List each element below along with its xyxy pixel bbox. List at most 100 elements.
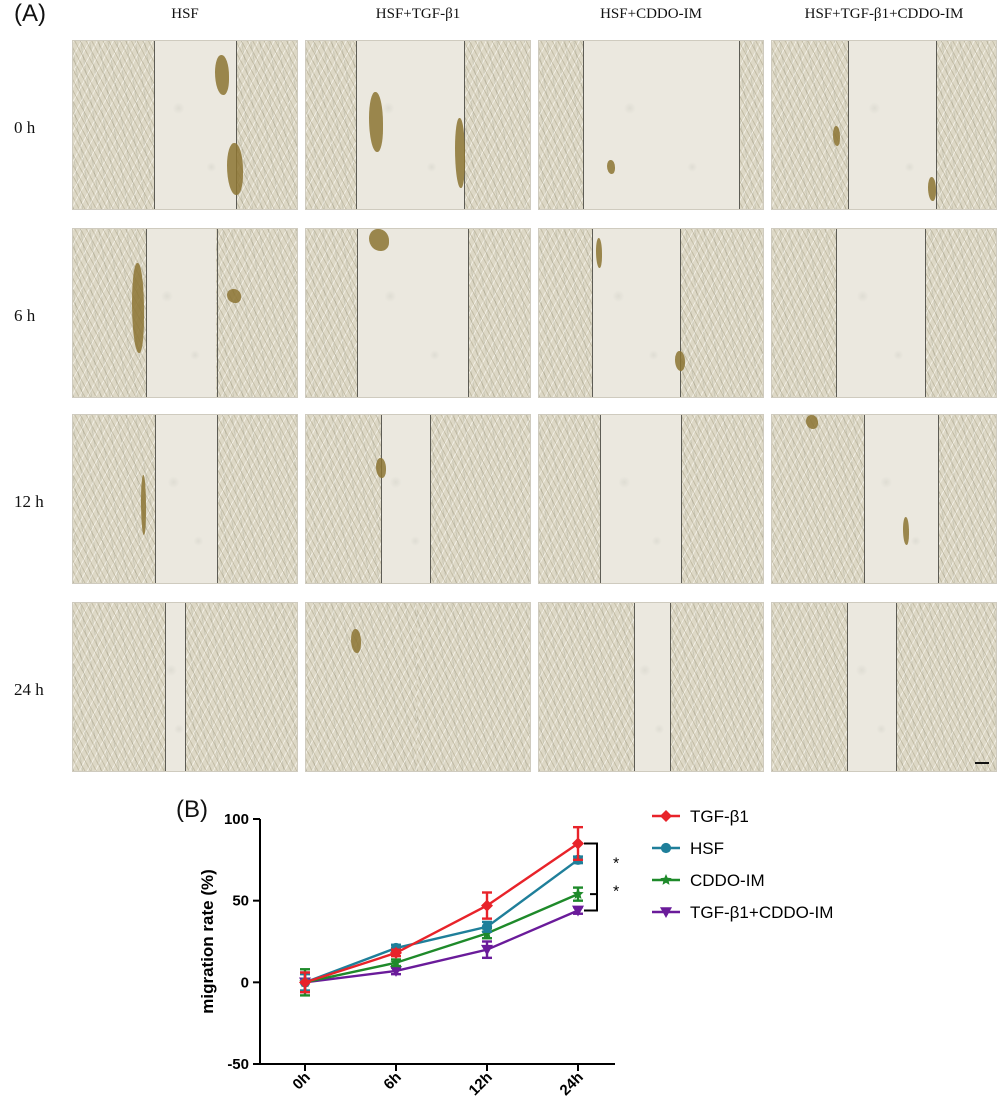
cell-layer-right xyxy=(922,229,996,397)
marker-circle xyxy=(481,921,493,932)
wound-edge-line xyxy=(146,229,148,397)
cell-layer-right xyxy=(465,229,530,397)
micrograph xyxy=(72,40,298,210)
cell-debris xyxy=(369,229,390,251)
wound-edge-line xyxy=(430,415,432,583)
wound-edge-line xyxy=(216,229,218,397)
cell-debris xyxy=(369,92,384,152)
y-tick-label: -50 xyxy=(227,1056,249,1073)
migration-rate-chart: -50 0 50 100 0h 6h 12h 24h migration rate (%) * * T… xyxy=(198,807,833,1099)
cell-layer-left xyxy=(772,41,848,209)
cell-layer-right xyxy=(417,603,530,771)
y-tick-label: 0 xyxy=(241,974,249,991)
cell-layer-left xyxy=(73,41,155,209)
wound-edge-line xyxy=(592,229,594,397)
series-line xyxy=(304,893,579,984)
scratch-gap xyxy=(146,229,217,397)
wound-edge-line xyxy=(154,41,156,209)
cell-debris xyxy=(226,143,243,195)
wound-edge-line xyxy=(164,603,166,771)
column-header: HSF+TGF-β1 xyxy=(375,6,461,22)
scratch-gap xyxy=(847,41,936,209)
micrograph xyxy=(771,40,997,210)
wound-edge-line xyxy=(938,415,940,583)
micrograph xyxy=(305,414,531,584)
wound-edge-line xyxy=(935,41,937,209)
wound-edge-line xyxy=(739,41,740,209)
row-header: 6 h xyxy=(14,306,36,325)
scratch-gap xyxy=(836,229,925,397)
micrograph xyxy=(72,228,298,398)
cell-layer-left xyxy=(539,603,634,771)
cell-debris xyxy=(226,288,241,303)
wound-edge-line xyxy=(467,229,469,397)
legend-label: TGF-β1+CDDO-IM xyxy=(690,903,833,922)
cell-layer-left xyxy=(539,415,601,583)
scratch-gap xyxy=(155,415,217,583)
marker-triangle-down xyxy=(660,907,672,918)
cell-debris xyxy=(351,628,362,653)
scratch-gap xyxy=(863,415,939,583)
x-tick-label: 12h xyxy=(466,1069,496,1099)
wound-edge-line xyxy=(680,229,682,397)
y-axis-label: migration rate (%) xyxy=(198,869,217,1014)
panel-b-label: (B) xyxy=(176,796,208,823)
cell-layer-left xyxy=(306,415,381,583)
wound-edge-line xyxy=(681,415,683,583)
marker-circle xyxy=(660,842,672,854)
marker-star xyxy=(572,888,584,899)
scratch-gap xyxy=(380,415,431,583)
significance-star: * xyxy=(613,856,619,873)
cell-debris xyxy=(903,517,910,545)
cell-layer-left xyxy=(772,603,847,771)
micrograph xyxy=(771,414,997,584)
x-tick-label: 6h xyxy=(380,1069,404,1093)
cell-layer-right xyxy=(233,41,297,209)
cell-debris xyxy=(833,126,841,146)
cell-layer-left xyxy=(539,41,584,209)
micrograph xyxy=(538,40,764,210)
wound-edge-line xyxy=(924,229,926,397)
scratch-gap xyxy=(633,603,671,771)
scratch-gap xyxy=(356,229,468,397)
cell-layer-left xyxy=(539,229,593,397)
cell-layer-right xyxy=(214,229,297,397)
wound-edge-line xyxy=(863,415,865,583)
wound-edge-line xyxy=(670,603,672,771)
y-tick-label: 50 xyxy=(232,893,249,910)
panel-a-label: (A) xyxy=(14,0,46,27)
significance-bracket xyxy=(584,842,598,912)
x-tick-label: 24h xyxy=(557,1069,587,1099)
row-header: 24 h xyxy=(14,680,44,699)
wound-edge-line xyxy=(633,603,635,771)
cell-layer-right xyxy=(737,41,763,209)
micrograph xyxy=(538,414,764,584)
cell-layer-right xyxy=(936,415,996,583)
cell-layer-left xyxy=(772,229,837,397)
wound-edge-line xyxy=(896,603,898,771)
marker-diamond xyxy=(299,976,311,989)
cell-debris xyxy=(595,237,602,268)
wound-edge-line xyxy=(184,603,186,771)
cell-debris xyxy=(140,474,146,535)
micrograph xyxy=(538,228,764,398)
wound-edge-line xyxy=(380,415,382,583)
scratch-gap xyxy=(583,41,739,209)
cell-layer-right xyxy=(933,41,996,209)
cell-layer-left xyxy=(306,603,419,771)
cell-debris xyxy=(131,263,144,353)
legend-label: TGF-β1 xyxy=(690,807,749,826)
cell-layer-left xyxy=(306,229,357,397)
series-line xyxy=(304,842,579,984)
marker-triangle-down xyxy=(572,905,584,917)
scale-bar xyxy=(975,762,989,764)
column-header: HSF+TGF-β1+CDDO-IM xyxy=(804,6,964,22)
cell-debris xyxy=(455,117,466,188)
legend-label: CDDO-IM xyxy=(690,871,765,890)
wound-edge-line xyxy=(155,415,157,583)
cell-layer-right xyxy=(462,41,530,209)
marker-triangle-down xyxy=(481,944,493,956)
wound-edge-line xyxy=(846,603,848,771)
cell-debris xyxy=(215,54,230,95)
cell-debris xyxy=(927,177,936,201)
